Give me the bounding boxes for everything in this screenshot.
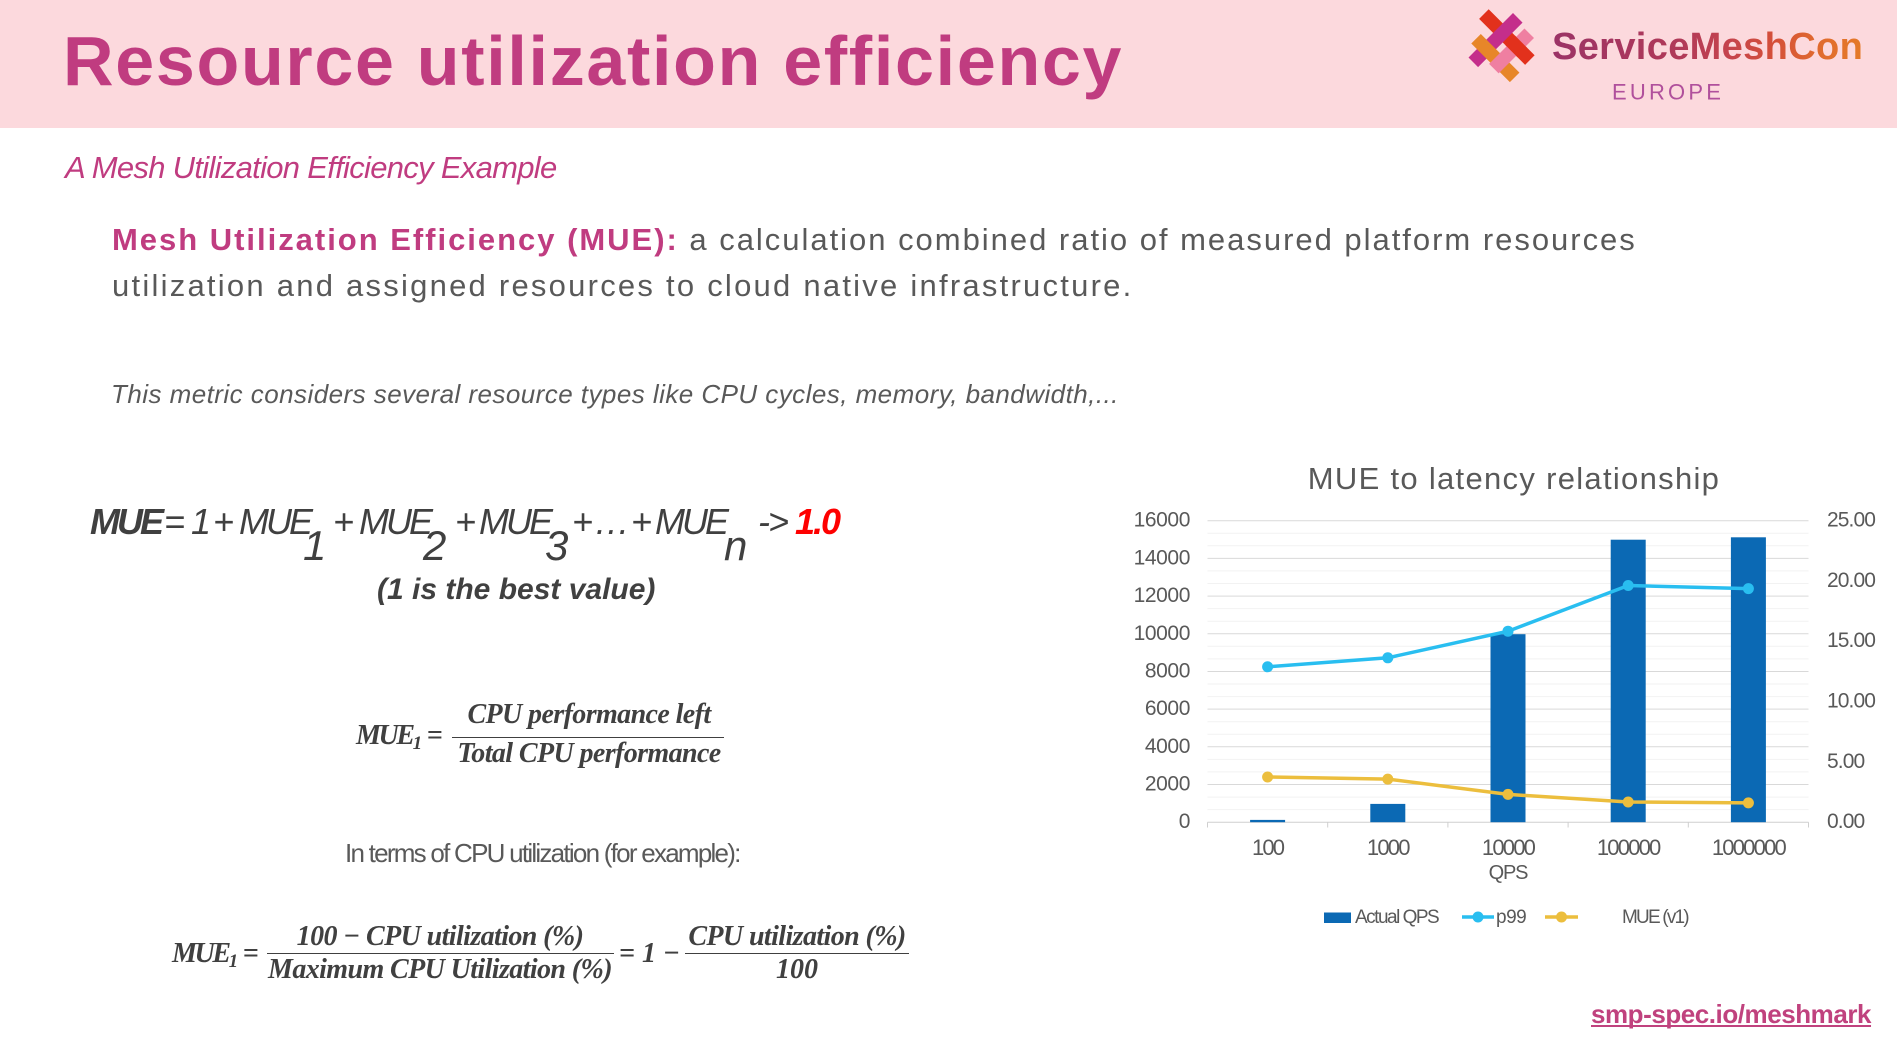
svg-text:0: 0: [1179, 810, 1190, 833]
svg-text:4000: 4000: [1145, 735, 1190, 758]
svg-text:Actual QPS: Actual QPS: [1355, 907, 1439, 928]
svg-text:MUE (v1): MUE (v1): [1622, 907, 1689, 928]
svg-text:0.00: 0.00: [1827, 810, 1864, 833]
svg-text:14000: 14000: [1134, 546, 1190, 569]
svg-text:8000: 8000: [1145, 660, 1190, 683]
svg-text:5.00: 5.00: [1827, 750, 1864, 773]
svg-text:100: 100: [1252, 835, 1285, 860]
svg-text:100000: 100000: [1597, 835, 1661, 860]
svg-text:6000: 6000: [1145, 697, 1190, 720]
svg-text:p99: p99: [1496, 907, 1526, 928]
svg-text:EUROPE: EUROPE: [1612, 79, 1724, 104]
svg-text:20.00: 20.00: [1827, 569, 1875, 592]
svg-text:10000: 10000: [1134, 622, 1190, 645]
svg-text:15.00: 15.00: [1827, 629, 1875, 652]
svg-text:2000: 2000: [1145, 773, 1190, 796]
svg-text:MUE to latency relationship: MUE to latency relationship: [1308, 461, 1720, 496]
svg-text:10000: 10000: [1482, 835, 1536, 860]
svg-text:16000: 16000: [1134, 509, 1190, 532]
svg-text:12000: 12000: [1134, 584, 1190, 607]
svg-text:1000000: 1000000: [1712, 835, 1787, 860]
svg-text:QPS: QPS: [1489, 862, 1528, 884]
svg-text:10.00: 10.00: [1827, 690, 1875, 713]
svg-text:ServiceMeshCon: ServiceMeshCon: [1552, 26, 1863, 68]
svg-text:1000: 1000: [1367, 835, 1410, 860]
svg-text:25.00: 25.00: [1827, 509, 1875, 532]
